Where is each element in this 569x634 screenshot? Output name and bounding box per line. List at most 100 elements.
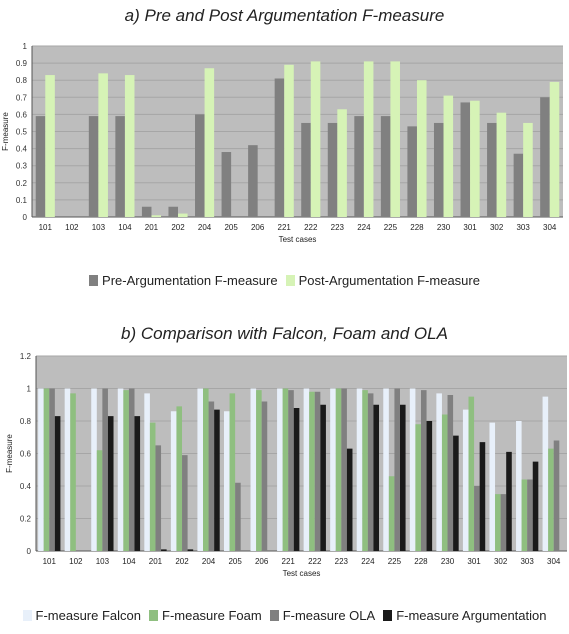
bar — [468, 396, 475, 551]
x-tick-label: 204 — [198, 223, 212, 232]
x-tick-label: 201 — [149, 557, 163, 566]
bar — [49, 388, 55, 551]
bar — [88, 116, 99, 217]
bar — [187, 549, 194, 551]
bar — [293, 408, 300, 551]
bar — [115, 116, 125, 217]
bar — [462, 409, 469, 551]
bar — [168, 206, 179, 217]
x-tick-label: 222 — [304, 223, 318, 232]
legend-item: F-measure Falcon — [22, 608, 141, 623]
legend-label: F-measure Foam — [162, 608, 262, 623]
bar — [443, 95, 454, 217]
bar — [527, 479, 533, 551]
bar — [284, 64, 294, 217]
chart-a: a) Pre and Post Argumentation F-measure … — [0, 0, 569, 300]
y-tick-label: 0.9 — [16, 59, 28, 68]
y-tick-label: 0.5 — [16, 128, 28, 137]
y-tick-label: 0.7 — [16, 93, 28, 102]
bar — [341, 388, 347, 551]
bar — [495, 494, 501, 551]
bar — [107, 416, 114, 551]
bar — [354, 116, 364, 217]
x-tick-label: 228 — [410, 223, 424, 232]
x-tick-label: 225 — [384, 223, 398, 232]
y-tick-label: 0.8 — [20, 417, 32, 426]
bar — [373, 404, 380, 551]
x-tick-label: 303 — [520, 557, 534, 566]
bar — [506, 451, 512, 551]
bar — [202, 388, 209, 551]
y-tick-label: 0.2 — [16, 179, 28, 188]
y-tick-label: 0 — [23, 213, 28, 222]
bar — [420, 390, 427, 551]
legend-label: Pre-Argumentation F-measure — [102, 273, 278, 288]
x-tick-label: 223 — [331, 223, 345, 232]
bar — [229, 393, 236, 551]
x-tick-label: 221 — [282, 557, 296, 566]
bar — [178, 213, 188, 217]
y-tick-label: 0.6 — [16, 110, 28, 119]
bar — [309, 391, 315, 551]
x-tick-label: 204 — [202, 557, 216, 566]
bar — [117, 388, 124, 551]
bar — [223, 411, 230, 551]
bar — [521, 479, 528, 551]
bar — [367, 393, 374, 551]
bar — [182, 455, 188, 551]
y-tick-label: 0.3 — [16, 162, 28, 171]
bar — [54, 416, 61, 551]
bar — [45, 75, 55, 217]
bar — [250, 388, 257, 551]
bar — [548, 448, 554, 551]
x-axis-label: Test cases — [283, 569, 321, 578]
x-tick-label: 104 — [122, 557, 136, 566]
x-tick-label: 102 — [69, 557, 83, 566]
legend-item: F-measure Foam — [149, 608, 262, 623]
y-tick-label: 0.4 — [20, 482, 32, 491]
bar — [64, 388, 71, 551]
x-tick-label: 101 — [43, 557, 57, 566]
bar — [327, 122, 338, 217]
bar — [523, 122, 533, 217]
chart-b-plot: 0 0.2 0.4 0.6 0.8 1 1.2 101 102 103 104 201 202 204 20… — [5, 352, 567, 578]
x-tick-label: 206 — [255, 557, 269, 566]
x-tick-label: 223 — [335, 557, 349, 566]
x-tick-label: 101 — [39, 223, 53, 232]
bar — [513, 153, 524, 217]
bar — [542, 396, 549, 551]
x-tick-label: 304 — [543, 223, 557, 232]
bar — [277, 388, 283, 551]
legend-item: F-measure OLA — [269, 608, 375, 623]
x-tick-label: 104 — [118, 223, 132, 232]
y-tick-label: 0.2 — [20, 515, 32, 524]
bar — [98, 73, 108, 217]
x-tick-label: 202 — [175, 557, 189, 566]
bar — [409, 388, 416, 551]
x-tick-label: 201 — [145, 223, 159, 232]
legend-item: F-measure Argumentation — [383, 608, 546, 623]
bar — [204, 68, 215, 217]
bar — [335, 388, 342, 551]
bar — [35, 116, 46, 217]
chart-b-legend: F-measure Falcon F-measure Foam F-measure … — [0, 608, 569, 624]
bar — [149, 422, 156, 551]
y-tick-label: 0 — [27, 547, 32, 556]
x-tick-label: 302 — [490, 223, 504, 232]
x-tick-label: 224 — [361, 557, 375, 566]
x-tick-label: 102 — [65, 223, 79, 232]
bar — [362, 390, 368, 551]
bar — [356, 388, 363, 551]
x-tick-label: 103 — [92, 223, 106, 232]
bar — [460, 102, 471, 217]
x-tick-label: 221 — [278, 223, 292, 232]
bar — [144, 393, 150, 551]
bar — [553, 440, 560, 551]
x-tick-label: 228 — [414, 557, 428, 566]
legend-label: F-measure Falcon — [35, 608, 141, 623]
bar — [261, 401, 268, 551]
y-tick-label: 0.4 — [16, 145, 28, 154]
x-tick-label: 205 — [228, 557, 242, 566]
bar — [70, 393, 76, 551]
x-tick-label: 301 — [467, 557, 481, 566]
